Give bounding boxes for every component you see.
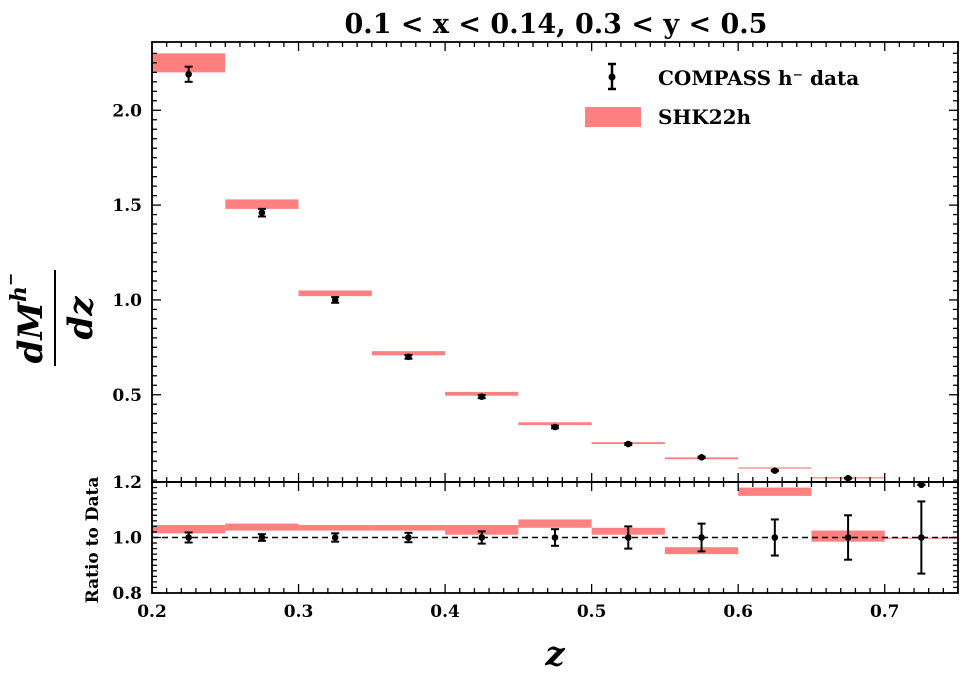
- main-point-5: [551, 423, 559, 431]
- ratio-point-0: [185, 534, 192, 541]
- ratio-point-8: [771, 534, 779, 541]
- main-band-1: [225, 199, 299, 209]
- main-point-8: [771, 467, 779, 474]
- legend-data-marker: [608, 73, 616, 81]
- ratio-point-3: [405, 534, 412, 541]
- ratio-band-1: [225, 523, 299, 531]
- ylabel-denominator: dz: [61, 296, 101, 340]
- main-point-7: [698, 454, 705, 461]
- x-tick-label-4: 0.6: [723, 602, 753, 622]
- main-y-tick-label-2: 1.5: [112, 196, 142, 216]
- main-y-tick-label-3: 2.0: [112, 101, 142, 121]
- ratio-point-5: [551, 534, 559, 541]
- main-band-5: [518, 422, 592, 426]
- main-band-3: [371, 351, 446, 356]
- main-point-3: [405, 353, 412, 361]
- x-tick-label-3: 0.5: [577, 602, 607, 622]
- chart-title: 0.1 < x < 0.14, 0.3 < y < 0.5: [345, 9, 768, 40]
- ratio-band-0: [152, 525, 226, 534]
- main-point-0: [185, 70, 192, 78]
- x-tick-label-1: 0.3: [284, 602, 314, 622]
- legend-band-swatch: [585, 107, 641, 127]
- x-axis-label: z: [544, 634, 565, 674]
- ratio-point-6: [624, 534, 632, 541]
- ratio-band-2: [298, 525, 372, 531]
- ratio-y-tick-label-0: 0.8: [112, 584, 142, 604]
- main-point-4: [478, 393, 486, 400]
- main-ylabel: dMh− dz: [1, 270, 101, 366]
- main-point-9: [844, 474, 852, 482]
- ratio-band-8: [738, 487, 812, 496]
- x-tick-label-0: 0.2: [137, 602, 167, 622]
- main-point-1: [258, 209, 266, 216]
- legend-data-label: COMPASS h⁻ data: [658, 66, 859, 90]
- main-band-2: [298, 290, 372, 297]
- main-point-10: [918, 481, 925, 489]
- x-tick-label-5: 0.7: [870, 602, 900, 622]
- main-point-6: [624, 440, 632, 448]
- main-plot-frame: [151, 41, 959, 483]
- main-y-tick-label-0: 0.5: [112, 386, 142, 406]
- main-y-tick-label-1: 1.0: [112, 291, 142, 311]
- ylabel-numerator: dMh−: [1, 273, 51, 364]
- ratio-point-10: [918, 534, 925, 541]
- x-tick-label-2: 0.4: [430, 602, 460, 622]
- ratio-ylabel: Ratio to Data: [83, 477, 103, 604]
- ratio-point-1: [258, 534, 266, 541]
- ratio-point-7: [698, 534, 705, 541]
- ratio-band-5: [518, 519, 592, 528]
- ratio-band-3: [371, 525, 446, 531]
- ratio-point-4: [478, 534, 486, 541]
- main-point-2: [331, 296, 339, 304]
- ratio-point-9: [844, 534, 852, 541]
- ratio-band-4: [445, 525, 519, 535]
- main-band-0: [152, 53, 226, 73]
- ratio-point-2: [331, 534, 339, 541]
- ratio-y-tick-label-2: 1.2: [112, 473, 142, 493]
- legend-band-label: SHK22h: [658, 105, 752, 129]
- ratio-y-tick-label-1: 1.0: [112, 529, 142, 549]
- legend: COMPASS h⁻ data SHK22h: [585, 62, 859, 129]
